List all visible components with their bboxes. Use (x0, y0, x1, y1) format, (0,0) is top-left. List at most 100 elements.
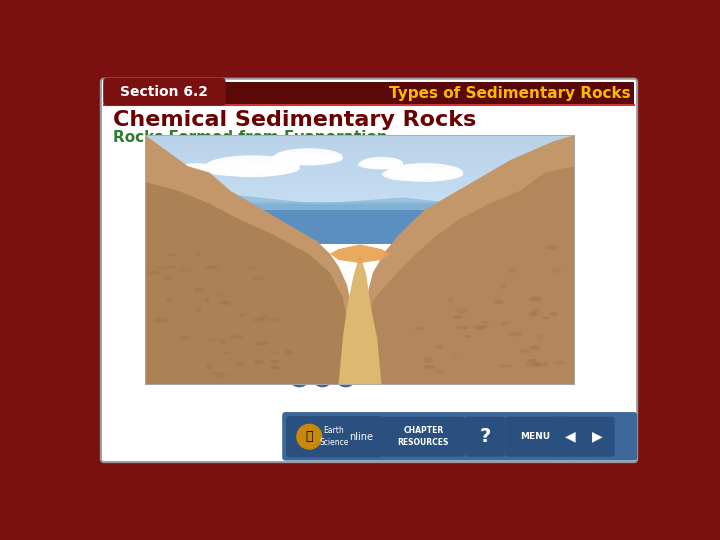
Ellipse shape (207, 364, 213, 370)
Ellipse shape (453, 315, 462, 319)
Ellipse shape (220, 340, 226, 345)
Polygon shape (338, 254, 382, 385)
Ellipse shape (204, 296, 210, 302)
FancyBboxPatch shape (101, 79, 637, 462)
Ellipse shape (175, 163, 218, 176)
Ellipse shape (424, 365, 436, 369)
Ellipse shape (270, 366, 280, 370)
Ellipse shape (149, 271, 161, 275)
FancyBboxPatch shape (580, 417, 615, 457)
Ellipse shape (215, 292, 226, 296)
Ellipse shape (500, 285, 505, 288)
Ellipse shape (207, 339, 220, 341)
Bar (145, 190, 575, 195)
Text: Earth: Earth (324, 426, 344, 435)
Ellipse shape (205, 156, 300, 177)
Polygon shape (364, 135, 575, 385)
Ellipse shape (262, 315, 269, 319)
Ellipse shape (534, 362, 549, 367)
Bar (145, 233, 575, 239)
Polygon shape (364, 166, 575, 385)
Ellipse shape (530, 310, 541, 315)
Bar (145, 146, 575, 151)
FancyBboxPatch shape (282, 412, 637, 461)
Ellipse shape (213, 372, 223, 375)
Circle shape (336, 367, 356, 387)
Ellipse shape (436, 345, 444, 349)
Ellipse shape (464, 335, 472, 338)
Ellipse shape (377, 160, 403, 168)
Text: Chemical Sedimentary Rocks: Chemical Sedimentary Rocks (113, 110, 477, 130)
Ellipse shape (551, 268, 561, 273)
Ellipse shape (456, 326, 468, 329)
Ellipse shape (252, 277, 266, 280)
Bar (145, 168, 575, 173)
Ellipse shape (527, 359, 537, 363)
Ellipse shape (255, 341, 269, 346)
Ellipse shape (302, 153, 343, 164)
Text: ⏹: ⏹ (343, 372, 348, 381)
FancyBboxPatch shape (286, 416, 383, 457)
Polygon shape (145, 182, 354, 385)
Ellipse shape (243, 162, 300, 175)
Polygon shape (330, 245, 390, 263)
Bar (145, 135, 575, 245)
Ellipse shape (158, 265, 169, 270)
Bar (145, 163, 575, 168)
Ellipse shape (213, 263, 220, 266)
Ellipse shape (358, 160, 388, 168)
Ellipse shape (508, 268, 518, 273)
Ellipse shape (221, 301, 228, 304)
Bar (145, 206, 575, 212)
Ellipse shape (477, 325, 489, 329)
Ellipse shape (169, 266, 176, 268)
Ellipse shape (529, 296, 542, 301)
Text: Section 6.2: Section 6.2 (120, 85, 208, 99)
Ellipse shape (251, 318, 264, 322)
Ellipse shape (213, 268, 220, 271)
Ellipse shape (166, 297, 173, 302)
Bar (145, 228, 575, 233)
Text: reset: reset (446, 372, 472, 382)
Ellipse shape (542, 316, 549, 319)
Ellipse shape (238, 313, 246, 317)
Ellipse shape (519, 349, 531, 354)
Bar (145, 173, 575, 179)
Ellipse shape (433, 369, 444, 374)
Polygon shape (145, 194, 575, 210)
Ellipse shape (473, 325, 485, 329)
Ellipse shape (228, 358, 234, 361)
FancyBboxPatch shape (103, 78, 225, 106)
Ellipse shape (274, 148, 343, 165)
FancyBboxPatch shape (554, 417, 588, 457)
Polygon shape (145, 135, 356, 385)
Ellipse shape (536, 334, 543, 340)
Text: 🌐: 🌐 (305, 430, 313, 443)
Ellipse shape (545, 245, 558, 249)
Ellipse shape (200, 161, 266, 176)
Ellipse shape (454, 308, 468, 314)
Ellipse shape (153, 318, 168, 323)
Ellipse shape (500, 364, 513, 367)
Ellipse shape (525, 361, 540, 367)
Bar (145, 179, 575, 184)
Ellipse shape (194, 287, 204, 292)
Circle shape (297, 424, 322, 449)
Text: nline: nline (350, 431, 374, 442)
Ellipse shape (528, 312, 537, 317)
Ellipse shape (414, 327, 424, 330)
Ellipse shape (179, 336, 190, 339)
Ellipse shape (215, 373, 228, 379)
Text: CHAPTER
RESOURCES: CHAPTER RESOURCES (397, 426, 449, 447)
Text: ⏭: ⏭ (320, 372, 325, 382)
Bar (145, 217, 575, 222)
Ellipse shape (530, 345, 540, 350)
Bar (145, 135, 575, 140)
Ellipse shape (285, 350, 293, 355)
Text: Science: Science (320, 437, 348, 447)
Ellipse shape (192, 167, 218, 174)
Ellipse shape (271, 153, 319, 165)
Ellipse shape (552, 361, 566, 365)
Ellipse shape (535, 362, 541, 367)
Ellipse shape (223, 352, 230, 355)
